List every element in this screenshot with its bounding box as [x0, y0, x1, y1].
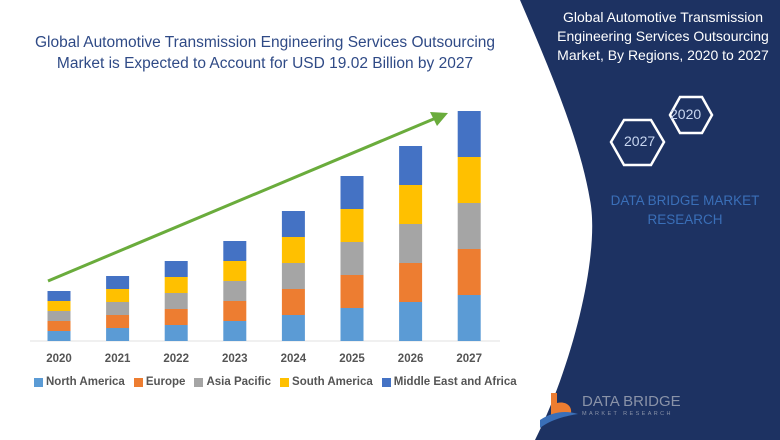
chart-legend: North America Europe Asia Pacific South …: [34, 376, 517, 388]
bar-segment-north-america: [399, 302, 423, 341]
side-panel-title: Global Automotive Transmission Engineeri…: [557, 9, 769, 63]
page-title: Global Automotive Transmission Engineeri…: [34, 34, 496, 72]
bar-segment-asia-pacific: [47, 311, 71, 321]
logo-name: DATA BRIDGE: [582, 393, 681, 410]
bar-segment-south-america: [223, 261, 247, 281]
bar-segment-europe: [47, 321, 71, 331]
bar-segment-north-america: [281, 315, 305, 341]
trend-arrow-head-icon: [430, 112, 448, 126]
legend-item: Middle East and Africa: [381, 376, 517, 388]
bar-segment-asia-pacific: [340, 242, 364, 275]
trend-arrow-line: [47, 116, 437, 283]
x-tick-label: 2025: [339, 353, 365, 365]
bar-segment-europe: [457, 249, 481, 295]
bar-segment-north-america: [457, 295, 481, 341]
bar-segment-asia-pacific: [457, 203, 481, 249]
bar-segment-asia-pacific: [164, 293, 188, 309]
bar-segment-middle-east-and-africa: [340, 176, 364, 209]
bar-segment-europe: [340, 275, 364, 308]
x-tick-label: 2023: [222, 353, 248, 365]
legend-swatch: [133, 377, 143, 387]
legend-item: Asia Pacific: [194, 376, 271, 388]
x-tick-label: 2020: [46, 353, 72, 365]
bar-segment-north-america: [223, 321, 247, 341]
bar-segment-europe: [281, 289, 305, 315]
legend-swatch: [280, 377, 290, 387]
bar-segment-middle-east-and-africa: [457, 111, 481, 157]
bar-segment-south-america: [106, 289, 130, 302]
bar-segment-europe: [164, 309, 188, 325]
hex-label-2027: 2027: [624, 133, 656, 149]
stacked-bar-chart: 2020 2021 2022 2023 2024 2025 2026 2027: [30, 111, 500, 365]
bar-segment-north-america: [340, 308, 364, 341]
bar-segment-middle-east-and-africa: [223, 241, 247, 261]
bar-segment-europe: [106, 315, 130, 328]
hexagon-2027: [609, 118, 666, 167]
side-panel: [520, 0, 780, 440]
bar-segment-middle-east-and-africa: [106, 276, 130, 289]
bar-segment-europe: [223, 301, 247, 321]
hex-label-2020: 2020: [670, 106, 702, 122]
x-tick-label: 2027: [456, 353, 482, 365]
legend-label: Asia Pacific: [206, 376, 272, 388]
x-tick-label: 2024: [281, 353, 307, 365]
bar-segment-north-america: [164, 325, 188, 341]
x-tick-label: 2022: [163, 353, 189, 365]
logo-icon: [540, 393, 578, 428]
brand-text: DATA BRIDGE MARKET RESEARCH: [610, 193, 760, 227]
bar-segment-south-america: [47, 301, 71, 311]
legend-swatch: [34, 377, 43, 387]
legend-label: South America: [292, 376, 373, 388]
bar-segment-south-america: [457, 157, 481, 203]
bar-segment-north-america: [106, 328, 130, 341]
bar-segment-south-america: [340, 209, 364, 242]
legend-item: South America: [280, 376, 373, 388]
legend-swatch: [194, 377, 204, 387]
bar-segment-middle-east-and-africa: [164, 261, 188, 277]
bar-segment-middle-east-and-africa: [47, 291, 71, 301]
legend-label: North America: [46, 376, 125, 388]
logo-subtitle: MARKET RESEARCH: [582, 411, 673, 417]
bar-segment-middle-east-and-africa: [281, 211, 305, 237]
bar-segment-asia-pacific: [223, 281, 247, 301]
bar-segment-asia-pacific: [281, 263, 305, 289]
x-tick-label: 2021: [105, 353, 131, 365]
bar-segment-asia-pacific: [106, 302, 130, 315]
bar-segment-asia-pacific: [399, 224, 423, 263]
legend-label: Middle East and Africa: [393, 376, 517, 388]
legend-label: Europe: [145, 376, 186, 388]
bar-segment-north-america: [47, 331, 71, 341]
legend-item: Europe: [133, 376, 186, 388]
bar-segment-europe: [399, 263, 423, 302]
bar-segment-south-america: [399, 185, 423, 224]
x-tick-label: 2026: [398, 353, 424, 365]
bar-segment-south-america: [164, 277, 188, 293]
bar-segment-middle-east-and-africa: [399, 146, 423, 185]
bar-segment-south-america: [281, 237, 305, 263]
legend-item: North America: [34, 376, 125, 388]
hexagon-2020: [668, 95, 714, 135]
legend-swatch: [381, 377, 391, 387]
